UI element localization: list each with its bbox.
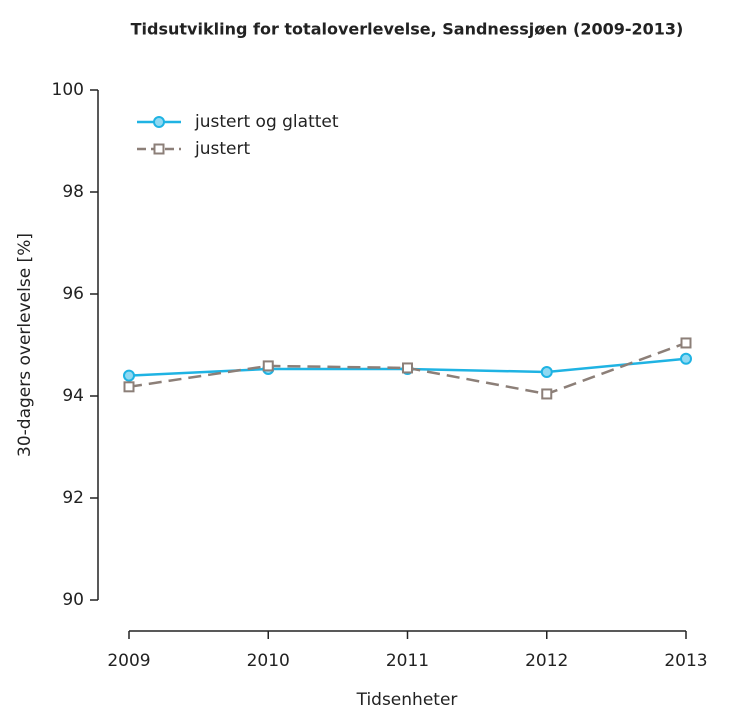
y-tick-label: 90 xyxy=(62,590,84,610)
y-axis-label: 30-dagers overlevelse [%] xyxy=(15,233,35,457)
point xyxy=(123,381,135,393)
legend-label: justert xyxy=(194,139,250,159)
legend-marker xyxy=(153,116,165,128)
x-tick-label: 2013 xyxy=(664,651,707,671)
y-tick-label: 98 xyxy=(62,182,84,202)
point xyxy=(540,366,553,379)
y-tick-label: 96 xyxy=(62,284,84,304)
x-tick-label: 2011 xyxy=(386,651,429,671)
y-tick-label: 94 xyxy=(62,386,84,406)
x-tick-label: 2010 xyxy=(247,651,290,671)
x-tick-label: 2009 xyxy=(107,651,150,671)
y-tick-label: 100 xyxy=(52,80,84,100)
point xyxy=(680,352,692,365)
legend-marker xyxy=(153,143,165,155)
chart-title: Tidsutvikling for totaloverlevelse, Sand… xyxy=(131,20,684,39)
point xyxy=(680,337,692,349)
x-axis-label: Tidsenheter xyxy=(356,690,458,710)
legend-label: justert og glattet xyxy=(194,112,339,132)
x-tick-label: 2012 xyxy=(525,651,568,671)
point xyxy=(123,369,135,382)
point xyxy=(541,388,553,400)
point xyxy=(262,360,274,372)
y-tick-label: 92 xyxy=(62,488,84,508)
point xyxy=(402,362,413,374)
